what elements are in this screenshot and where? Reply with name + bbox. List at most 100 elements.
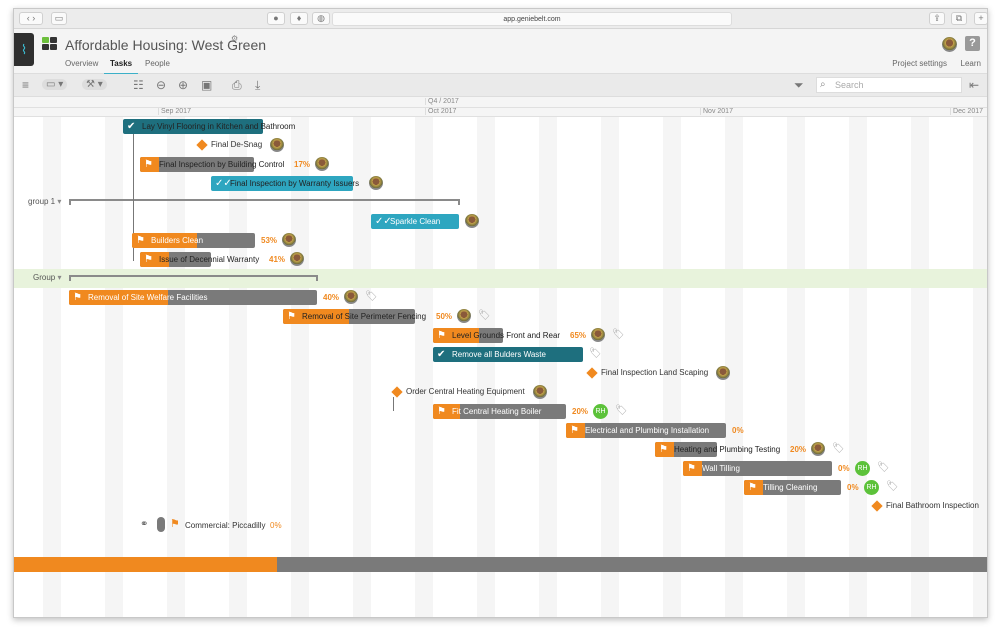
tag-icon[interactable]: 🏷︎ (886, 481, 899, 492)
project-title: Affordable Housing: West Green (65, 37, 267, 53)
overall-progress-bar (14, 557, 987, 572)
tools-dropdown-icon[interactable]: ⚒ ▾ (82, 79, 107, 90)
zoom-out-icon[interactable]: ⊖ (156, 78, 167, 92)
app-logo-icon[interactable]: ⌇ (14, 33, 34, 66)
task-bar[interactable]: ⚑ Wall Tilling (683, 461, 832, 476)
group-label[interactable]: Group ▾ (33, 273, 62, 282)
milestone-label[interactable]: Final Inspection Land Scaping (601, 368, 709, 377)
task-progress-fill (140, 157, 160, 172)
tab-people[interactable]: People (145, 59, 170, 68)
task-bar[interactable]: ⚑ Fit Central Heating Boiler (433, 404, 566, 419)
task-bar[interactable]: ⚑ Removal of Site Perimeter Fencing (283, 309, 426, 324)
task-bar[interactable]: ⚑ Electrical and Plumbing Installation (566, 423, 726, 438)
tab-overview[interactable]: Overview (65, 59, 99, 68)
assignee-avatar[interactable] (290, 252, 304, 266)
milestone-diamond-icon[interactable] (586, 367, 598, 379)
back-forward-buttons[interactable]: ‹ › (19, 12, 43, 25)
task-bar[interactable]: ✓✓ Sparkle Clean (371, 214, 459, 229)
print-icon[interactable]: ⎙ (232, 78, 242, 92)
address-bar[interactable]: app.geniebelt.com (332, 12, 732, 26)
project-settings-link[interactable]: Project settings (892, 59, 947, 68)
milestone-diamond-icon[interactable] (196, 139, 208, 151)
project-label[interactable]: Commercial: Piccadilly (185, 521, 266, 530)
group-bracket (69, 199, 460, 205)
assignee-avatar[interactable] (344, 290, 358, 304)
link-chain-icon[interactable]: ⚭ (140, 519, 149, 530)
task-bar[interactable]: ⚑ Heating and Plumbing Testing (655, 442, 780, 457)
task-percent: 20% (572, 407, 589, 416)
task-bar[interactable]: ✔ Lay Vinyl Flooring in Kitchen and Bathr… (123, 119, 295, 134)
milestone-diamond-icon[interactable] (871, 500, 883, 512)
collapse-list-icon[interactable]: ≡ (22, 78, 30, 92)
month-label: Nov 2017 (700, 108, 733, 115)
tag-icon[interactable]: 🏷︎ (478, 310, 491, 321)
new-tab-icon[interactable]: + (974, 12, 987, 25)
task-bar[interactable]: ✔ Remove all Bulders Waste (433, 347, 583, 362)
collapse-arrow-icon[interactable]: ▾ (57, 197, 62, 206)
app-header: ⌇ Affordable Housing: West Green ⚙ Overv… (14, 29, 987, 75)
collapse-arrow-icon[interactable]: ▾ (57, 273, 62, 282)
task-label: Lay Vinyl Flooring in Kitchen and Bathro… (142, 122, 296, 131)
task-bar[interactable]: ⚑ Issue of Decennial Warranty (140, 252, 259, 267)
filter-funnel-icon[interactable]: ⏷ (794, 78, 804, 92)
user-avatar[interactable] (942, 37, 957, 52)
settings-gear-icon[interactable]: ⚙ (231, 34, 239, 43)
group-label[interactable]: group 1 ▾ (28, 197, 62, 206)
assignee-initials-avatar[interactable]: RH (864, 480, 879, 495)
tab-tasks[interactable]: Tasks (104, 59, 139, 75)
export-icon[interactable]: ⤓ (255, 78, 261, 92)
tag-icon[interactable]: 🏷︎ (589, 348, 602, 359)
tabs-icon[interactable]: ⧉ (951, 12, 967, 25)
tag-icon[interactable]: 🏷︎ (832, 443, 845, 454)
filter-sliders-icon[interactable]: ☷ (133, 78, 144, 92)
view-dropdown-icon[interactable]: ▭ ▾ (42, 79, 68, 90)
assignee-avatar[interactable] (457, 309, 471, 323)
learn-link[interactable]: Learn (960, 59, 981, 68)
expand-panel-icon[interactable]: ⇤ (969, 78, 980, 92)
weekend-stripe (105, 117, 123, 617)
fit-screen-icon[interactable]: ▣ (201, 78, 213, 92)
task-bar[interactable]: ⚑ Tilling Cleaning (744, 480, 841, 495)
task-bar[interactable]: ⚑ Removal of Site Welfare Facilities (69, 290, 317, 305)
milestone-label[interactable]: Final Bathroom Inspection (886, 501, 979, 510)
extension-icon[interactable]: ● (267, 12, 285, 25)
task-progress-fill (566, 423, 585, 438)
assignee-avatar[interactable] (811, 442, 825, 456)
sidebar-icon[interactable]: ▭ (51, 12, 67, 25)
assignee-initials-avatar[interactable]: RH (593, 404, 608, 419)
milestone-label[interactable]: Order Central Heating Equipment (406, 387, 525, 396)
help-icon[interactable]: ? (965, 36, 980, 51)
task-bar[interactable]: ⚑ Final Inspection by Building Control (140, 157, 284, 172)
milestone-label[interactable]: Final De-Snag (211, 140, 263, 149)
share-icon[interactable]: ⇪ (929, 12, 945, 25)
assignee-avatar[interactable] (533, 385, 547, 399)
extension-icon-2[interactable]: ♦ (290, 12, 308, 25)
weekend-stripe (601, 117, 619, 617)
tag-icon[interactable]: 🏷︎ (877, 462, 890, 473)
task-bar[interactable]: ⚑ Level Grounds Front and Rear (433, 328, 560, 343)
project-pill-icon (157, 517, 165, 532)
assignee-avatar[interactable] (270, 138, 284, 152)
flag-icon: ⚑ (170, 518, 180, 530)
flag-icon: ⚑ (437, 330, 446, 341)
assignee-avatar[interactable] (591, 328, 605, 342)
tag-icon[interactable]: 🏷︎ (612, 329, 625, 340)
assignee-avatar[interactable] (465, 214, 479, 228)
assignee-avatar[interactable] (282, 233, 296, 247)
task-percent: 41% (269, 255, 286, 264)
extension-icon-3[interactable]: ◍ (312, 12, 330, 25)
tag-icon[interactable]: 🏷︎ (365, 291, 378, 302)
task-bar[interactable]: ⚑ Builders Clean (132, 233, 255, 248)
assignee-initials-avatar[interactable]: RH (855, 461, 870, 476)
milestone-diamond-icon[interactable] (391, 386, 403, 398)
task-bar[interactable]: ✓✓ Final Inspection by Warranty Issuers (211, 176, 359, 191)
task-percent: 50% (436, 312, 453, 321)
assignee-avatar[interactable] (369, 176, 383, 190)
weekend-stripe (849, 117, 867, 617)
search-input[interactable]: Search (816, 77, 962, 93)
assignee-avatar[interactable] (315, 157, 329, 171)
tag-icon[interactable]: 🏷︎ (615, 405, 628, 416)
flag-icon: ⚑ (570, 425, 579, 436)
assignee-avatar[interactable] (716, 366, 730, 380)
zoom-in-icon[interactable]: ⊕ (178, 78, 189, 92)
